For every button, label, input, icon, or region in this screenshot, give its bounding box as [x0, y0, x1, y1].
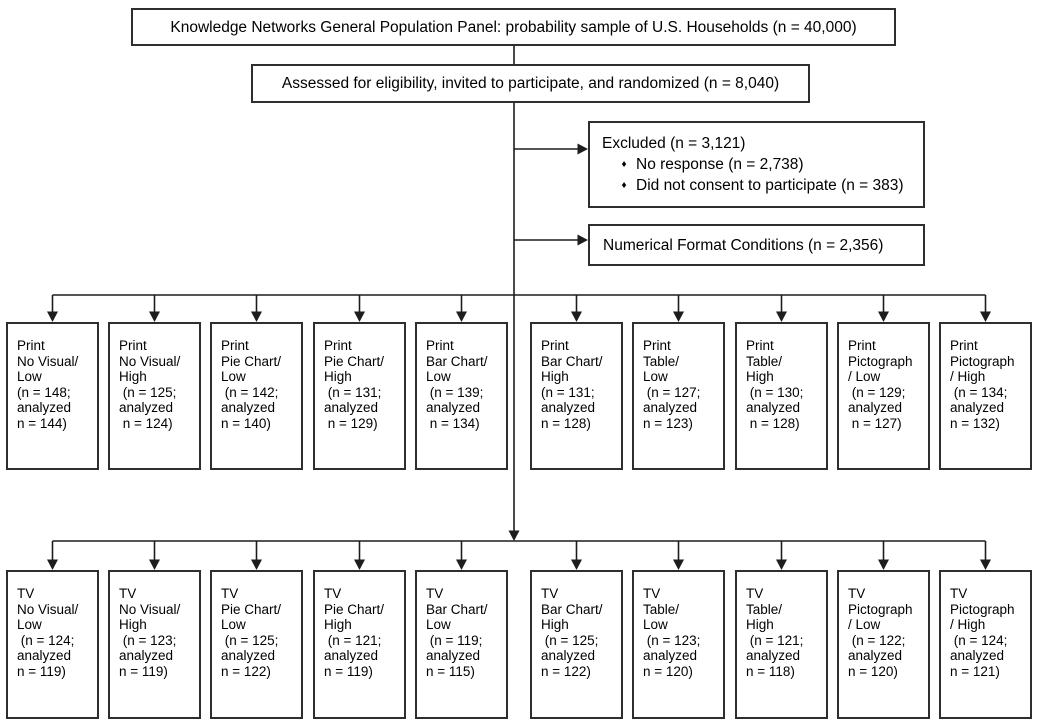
population-panel-text: Knowledge Networks General Population Pa…	[170, 18, 857, 36]
condition-box: Print Pie Chart/ Low (n = 142; analyzed …	[210, 322, 303, 470]
condition-box: Print Pie Chart/ High (n = 131; analyzed…	[313, 322, 406, 470]
assessed-eligibility-text: Assessed for eligibility, invited to par…	[281, 75, 780, 92]
excluded-bullet-row: ♦ No response (n = 2,738)	[612, 154, 915, 175]
condition-box: TV Pie Chart/ Low (n = 125; analyzed n =…	[210, 570, 303, 719]
assessed-eligibility-box: Assessed for eligibility, invited to par…	[251, 64, 810, 103]
excluded-bullet-row: ♦ Did not consent to participate (n = 38…	[612, 175, 915, 196]
diamond-bullet-icon: ♦	[621, 180, 627, 191]
condition-box: TV Table/ High (n = 121; analyzed n = 11…	[735, 570, 828, 719]
condition-box: TV Pictograph / High (n = 124; analyzed …	[939, 570, 1032, 719]
condition-box: TV No Visual/ High (n = 123; analyzed n …	[108, 570, 201, 719]
condition-box: TV No Visual/ Low (n = 124; analyzed n =…	[6, 570, 99, 719]
condition-box: TV Bar Chart/ Low (n = 119; analyzed n =…	[415, 570, 508, 719]
condition-box: Print Pictograph / High (n = 134; analyz…	[939, 322, 1032, 470]
condition-box: TV Table/ Low (n = 123; analyzed n = 120…	[632, 570, 725, 719]
condition-box: TV Pie Chart/ High (n = 121; analyzed n …	[313, 570, 406, 719]
population-panel-box: Knowledge Networks General Population Pa…	[131, 8, 896, 46]
excluded-bullet-text: No response (n = 2,738)	[636, 156, 804, 173]
condition-box: TV Bar Chart/ High (n = 125; analyzed n …	[530, 570, 623, 719]
condition-box: Print No Visual/ Low (n = 148; analyzed …	[6, 322, 99, 470]
condition-box: Print No Visual/ High (n = 125; analyzed…	[108, 322, 201, 470]
condition-box: Print Bar Chart/ Low (n = 139; analyzed …	[415, 322, 508, 470]
diamond-bullet-icon: ♦	[621, 159, 627, 170]
numerical-format-conditions-text: Numerical Format Conditions (n = 2,356)	[603, 236, 884, 254]
excluded-title: Excluded (n = 3,121)	[602, 135, 746, 152]
numerical-format-conditions-box: Numerical Format Conditions (n = 2,356)	[588, 224, 925, 266]
condition-box: Print Pictograph / Low (n = 129; analyze…	[837, 322, 930, 470]
excluded-bullet-text: Did not consent to participate (n = 383)	[636, 177, 904, 194]
condition-box: Print Table/ Low (n = 127; analyzed n = …	[632, 322, 725, 470]
condition-box: Print Bar Chart/ High (n = 131; analyzed…	[530, 322, 623, 470]
condition-box: Print Table/ High (n = 130; analyzed n =…	[735, 322, 828, 470]
excluded-box: Excluded (n = 3,121) ♦ No response (n = …	[588, 121, 925, 208]
condition-box: TV Pictograph / Low (n = 122; analyzed n…	[837, 570, 930, 719]
